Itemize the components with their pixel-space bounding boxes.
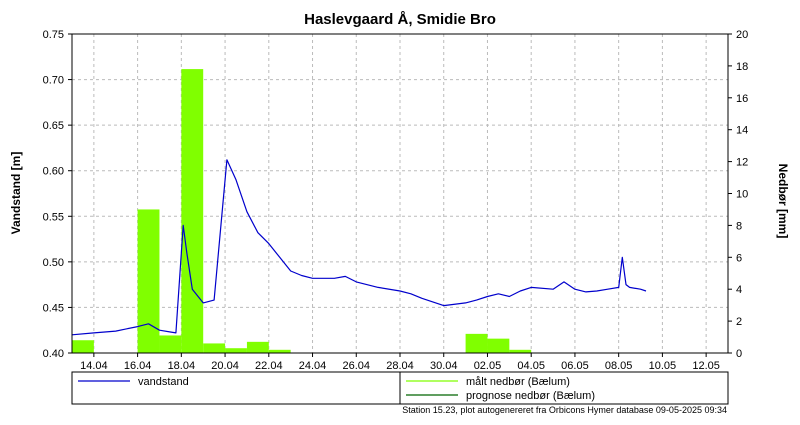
y2-tick-label: 14 — [736, 125, 748, 137]
y2-tick-label: 10 — [736, 189, 748, 201]
y-tick-label: 0.50 — [43, 257, 64, 269]
grid — [72, 33, 728, 354]
y-tick-label: 0.55 — [43, 211, 64, 223]
left-y-axis: 0.40 0.45 0.50 0.55 0.60 0.65 0.70 0.75 — [43, 29, 72, 360]
rain-bar — [487, 338, 510, 353]
x-tick-label: 10.05 — [649, 360, 677, 372]
y2-tick-label: 16 — [736, 93, 748, 105]
y-tick-label: 0.70 — [43, 75, 64, 87]
rain-bar — [159, 335, 182, 353]
x-tick-label: 06.05 — [561, 360, 589, 372]
x-tick-label: 14.04 — [80, 360, 108, 372]
x-tick-label: 30.04 — [430, 360, 458, 372]
y-tick-label: 0.40 — [43, 348, 64, 360]
y2-tick-label: 12 — [736, 157, 748, 169]
y-tick-label: 0.60 — [43, 166, 64, 178]
chart-title: Haslevgaard Å, Smidie Bro — [304, 11, 496, 28]
legend-rain-label: målt nedbør (Bælum) — [466, 376, 570, 388]
y-tick-label: 0.65 — [43, 120, 64, 132]
legend-vandstand-label: vandstand — [138, 376, 189, 388]
y-tick-label: 0.45 — [43, 302, 64, 314]
y2-tick-label: 20 — [736, 29, 748, 41]
x-tick-label: 16.04 — [124, 360, 152, 372]
level-lines — [71, 159, 647, 336]
x-tick-label: 28.04 — [386, 360, 414, 372]
legend: vandstand målt nedbør (Bælum) prognose n… — [71, 371, 729, 405]
y2-tick-label: 6 — [736, 252, 742, 264]
rain-bar — [72, 340, 94, 353]
rain-bar — [246, 341, 269, 353]
y2-tick-label: 18 — [736, 61, 748, 73]
x-tick-label: 08.05 — [605, 360, 633, 372]
rain-bar — [509, 349, 532, 353]
rain-bar — [137, 209, 160, 353]
x-tick-label: 18.04 — [168, 360, 196, 372]
x-tick-label: 20.04 — [211, 360, 239, 372]
rain-bar — [268, 349, 291, 353]
right-y-axis: 0 2 4 6 8 10 12 14 16 18 20 — [728, 29, 748, 360]
rain-bars — [72, 69, 532, 353]
y2-tick-label: 4 — [736, 284, 742, 296]
y2-tick-label: 8 — [736, 220, 742, 232]
rain-bar — [225, 348, 247, 353]
y2-tick-label: 0 — [736, 348, 742, 360]
rain-bar — [465, 333, 488, 353]
x-axis: 14.04 16.04 18.04 20.04 22.04 24.04 26.04 28.04… — [80, 353, 720, 372]
vandstand-line — [71, 159, 647, 336]
left-axis-label: Vandstand [m] — [9, 152, 23, 235]
rain-bar — [203, 343, 226, 353]
x-tick-label: 24.04 — [299, 360, 327, 372]
y-tick-label: 0.75 — [43, 29, 64, 41]
footer-note: Station 15.23, plot autogenereret fra Or… — [402, 405, 727, 415]
y2-tick-label: 2 — [736, 316, 742, 328]
x-tick-label: 04.05 — [517, 360, 545, 372]
x-tick-label: 12.05 — [692, 360, 720, 372]
legend-forecast-label: prognose nedbør (Bælum) — [466, 390, 595, 402]
right-axis-label: Nedbør [mm] — [776, 164, 790, 239]
x-tick-label: 22.04 — [255, 360, 283, 372]
rain-bar — [181, 69, 204, 353]
x-tick-label: 02.05 — [474, 360, 502, 372]
x-tick-label: 26.04 — [343, 360, 371, 372]
